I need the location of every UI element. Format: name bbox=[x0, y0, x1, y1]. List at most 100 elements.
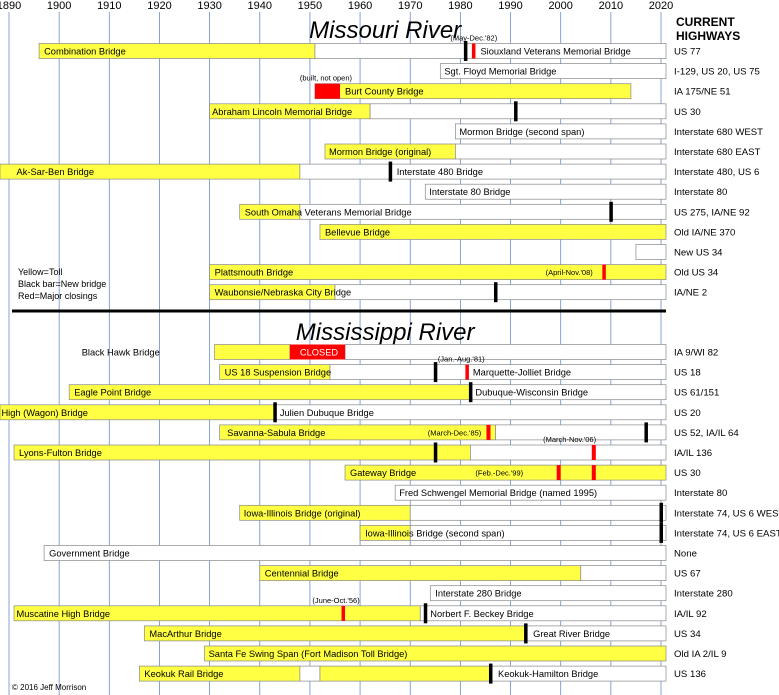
tick-label: 2000 bbox=[548, 0, 572, 12]
toll-bar bbox=[319, 224, 667, 240]
tick-label: 1960 bbox=[348, 0, 372, 12]
closure-note: (built, not open) bbox=[300, 74, 353, 83]
bridge-row: South Omaha Veterans Memorial Bridge bbox=[239, 201, 667, 222]
closing-mark bbox=[556, 465, 561, 481]
tick-label: 1970 bbox=[398, 0, 422, 12]
bridge-label: Dubuque-Wisconsin Bridge bbox=[475, 388, 588, 398]
new-bridge-mark bbox=[388, 161, 393, 182]
highway-label: US 77 bbox=[674, 47, 701, 58]
bridge-label: Interstate 480 Bridge bbox=[397, 167, 483, 177]
free-bar bbox=[455, 143, 667, 160]
bridge-label: Norbert F. Beckey Bridge bbox=[430, 609, 533, 619]
free-bar bbox=[299, 665, 321, 682]
bridge-label: Sgt. Floyd Memorial Bridge bbox=[444, 67, 556, 77]
bridge-row: Centennial Bridge bbox=[259, 565, 667, 581]
bridge-row: Muscatine High Bridge Norbert F. Beckey B… bbox=[13, 596, 667, 624]
section-missouri: Missouri River Combination Bridge Siouxlan… bbox=[0, 17, 667, 303]
tick-label: 1990 bbox=[498, 0, 522, 12]
highways-header-line1: CURRENT bbox=[676, 15, 735, 29]
bridge-label: Savanna-Sabula Bridge bbox=[227, 428, 325, 438]
highway-label: Interstate 680 WEST bbox=[674, 127, 763, 138]
free-bar bbox=[419, 605, 667, 622]
bridge-label: Black Hawk Bridge bbox=[82, 348, 160, 358]
tick-label: 1940 bbox=[248, 0, 272, 12]
bridge-label: High (Wagon) Bridge bbox=[1, 408, 87, 418]
bridge-label: Iowa-Illinois Bridge (second span) bbox=[365, 528, 505, 538]
bridge-label: Burt County Bridge bbox=[345, 87, 424, 97]
bridge-label: Combination Bridge bbox=[44, 47, 126, 57]
new-bridge-mark bbox=[524, 623, 528, 644]
closure-note: (March-Nov.'06) bbox=[543, 435, 596, 444]
bridge-row: Mormon Bridge (second span) bbox=[455, 123, 667, 140]
bridge-row: US 18 Suspension Bridge Marquette-Jolliet… bbox=[219, 355, 667, 383]
bridge-label: Mormon Bridge (original) bbox=[329, 147, 431, 157]
bridge-label: MacArthur Bridge bbox=[149, 629, 221, 639]
bridge-row: MacArthur Bridge Great River Bridge bbox=[144, 623, 667, 644]
bridge-row: Ak-Sar-Ben Bridge Interstate 480 Bridge bbox=[0, 161, 667, 182]
bridge-label: Mormon Bridge (second span) bbox=[459, 127, 584, 137]
bridge-row: Eagle Point Bridge Dubuque-Wisconsin Brid… bbox=[68, 382, 667, 403]
toll-bar bbox=[204, 645, 667, 662]
highway-label: None bbox=[674, 549, 697, 560]
highways-header-line2: HIGHWAYS bbox=[676, 29, 740, 43]
bridge-label: Eagle Point Bridge bbox=[74, 388, 151, 398]
highway-label: I-129, US 20, US 75 bbox=[674, 67, 760, 78]
bridge-row bbox=[635, 244, 667, 260]
highway-label: US 136 bbox=[674, 669, 706, 680]
highway-label: US 20 bbox=[674, 408, 701, 419]
highway-label: US 18 bbox=[674, 368, 701, 379]
closing-mark bbox=[591, 445, 596, 460]
bridge-row: Gateway Bridge (Feb.-Dec.'99) bbox=[344, 464, 667, 481]
bridge-label: Santa Fe Swing Span (Fort Madison Toll B… bbox=[209, 649, 408, 659]
bridge-row: Black Hawk Bridge CLOSED bbox=[82, 344, 667, 360]
bridge-label: Government Bridge bbox=[49, 549, 130, 559]
bridge-row: Waubonsie/Nebraska City Bridge bbox=[209, 282, 667, 303]
highway-label: IA/NE 2 bbox=[674, 288, 707, 299]
bridge-row: Burt County Bridge (built, not open) bbox=[300, 74, 632, 100]
free-bar bbox=[344, 344, 667, 360]
closure-note: (Jan.-Aug.'81) bbox=[438, 355, 485, 364]
highway-label: IA 9/WI 82 bbox=[674, 348, 718, 359]
legend-closings: Red=Major closings bbox=[18, 291, 98, 301]
free-bar bbox=[495, 424, 667, 441]
closing-mark bbox=[591, 465, 596, 481]
closure-note: (April-Nov.'08) bbox=[546, 268, 594, 277]
highway-label: US 30 bbox=[674, 107, 701, 118]
bridge-label: Fred Schwengel Memorial Bridge (named 19… bbox=[399, 488, 597, 498]
free-bar bbox=[299, 203, 667, 220]
highway-label: Interstate 80 bbox=[674, 488, 727, 499]
highway-label: US 275, IA/NE 92 bbox=[674, 207, 750, 218]
highway-label: Interstate 74, US 6 EAST bbox=[674, 528, 779, 539]
highway-label: Interstate 480, US 6 bbox=[674, 167, 759, 178]
tick-label: 2010 bbox=[599, 0, 623, 12]
closed-label: CLOSED bbox=[300, 348, 339, 358]
bridge-label: US 18 Suspension Bridge bbox=[225, 368, 331, 378]
toll-bar bbox=[319, 665, 491, 682]
credit: © 2016 Jeff Morrison bbox=[12, 683, 86, 692]
free-bar bbox=[635, 244, 667, 260]
bridge-label: South Omaha Veterans Memorial Bridge bbox=[245, 207, 412, 217]
free-bar bbox=[580, 565, 667, 581]
free-bar bbox=[43, 545, 667, 561]
bridge-label: Bellevue Bridge bbox=[325, 227, 390, 237]
bridge-label: Lyons-Fulton Bridge bbox=[19, 448, 102, 458]
bridge-label: Abraham Lincoln Memorial Bridge bbox=[212, 107, 352, 117]
bridge-row: Mormon Bridge (original) bbox=[324, 143, 667, 160]
new-bridge-mark bbox=[468, 382, 473, 403]
highway-label: Old IA 2/IL 9 bbox=[674, 649, 726, 660]
free-bar bbox=[429, 585, 667, 602]
bridge-row: Abraham Lincoln Memorial Bridge bbox=[209, 101, 667, 122]
closure-note: (Feb.-Dec.'99) bbox=[475, 469, 523, 478]
new-bridge-mark bbox=[463, 41, 468, 61]
closing-mark bbox=[471, 43, 476, 59]
highway-label: US 61/151 bbox=[674, 388, 719, 399]
bridge-row: High (Wagon) Bridge Julien Dubuque Bridge bbox=[0, 402, 667, 423]
tick-label: 1920 bbox=[147, 0, 171, 12]
bridge-row: Interstate 80 Bridge bbox=[424, 183, 667, 200]
highway-label: US 67 bbox=[674, 569, 701, 580]
tick-label: 2020 bbox=[649, 0, 673, 12]
bridge-row: Fred Schwengel Memorial Bridge (named 19… bbox=[394, 484, 667, 501]
bridge-label: Siouxland Veterans Memorial Bridge bbox=[480, 47, 630, 57]
legend-new-bridge: Black bar=New bridge bbox=[18, 279, 106, 289]
